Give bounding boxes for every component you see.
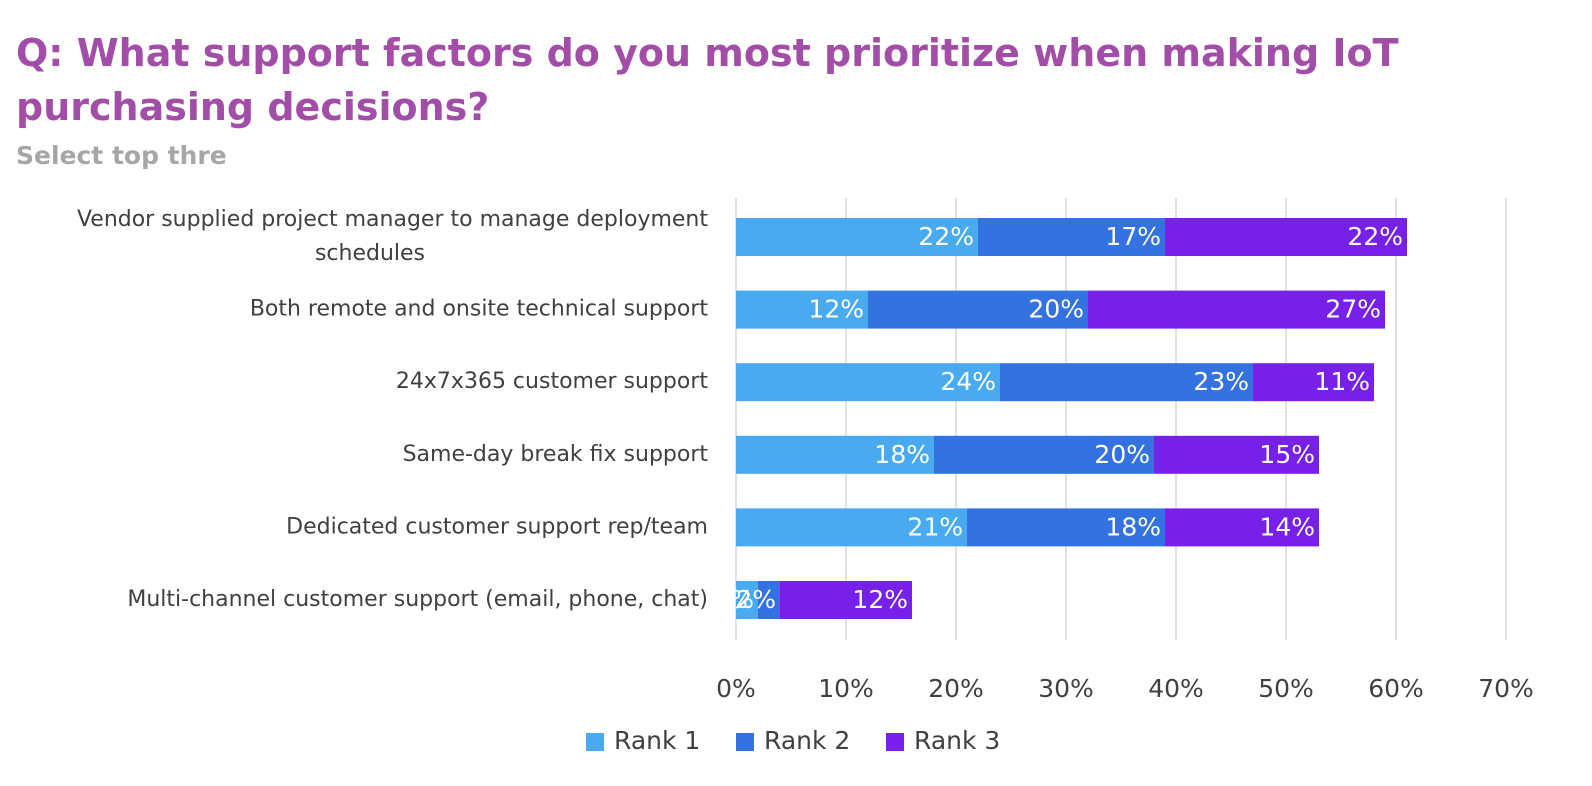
legend-swatch [886,733,904,751]
legend: Rank 1 Rank 2 Rank 3 [586,726,1000,755]
category-label: Both remote and onsite technical support [250,297,709,322]
x-tick-label: 60% [1368,674,1424,703]
data-label: 12% [808,295,864,324]
data-label: 20% [1028,295,1084,324]
x-axis-ticks: 0% 10% 20% 30% 40% 50% 60% 70% [716,674,1534,703]
x-tick-label: 0% [716,674,756,703]
legend-label: Rank 1 [614,726,700,755]
category-label: Multi-channel customer support (email, p… [127,587,708,612]
category-label-line: schedules [315,241,425,266]
category-labels: Vendor supplied project manager to manag… [77,207,708,612]
category-label: Same-day break fix support [403,442,709,467]
legend-swatch [736,733,754,751]
stacked-bar-chart: 22% 17% 22% 12% 20% 27% 24% 23% 11% 18% 20% 15% 21% 1… [0,0,1592,786]
category-label: Dedicated customer support rep/team [286,514,708,539]
data-label: 12% [852,585,908,614]
category-label-line: Vendor supplied project manager to manag… [77,207,708,232]
x-tick-label: 30% [1038,674,1094,703]
x-tick-label: 10% [818,674,874,703]
data-label: 2% [736,585,776,614]
data-label: 22% [1347,222,1403,251]
legend-label: Rank 2 [764,726,850,755]
bars: 22% 17% 22% 12% 20% 27% 24% 23% 11% 18% 20% 15% 21% 1… [714,218,1407,619]
data-label: 23% [1193,367,1249,396]
category-label: Vendor supplied project manager to manag… [77,207,708,266]
data-label: 21% [907,512,963,541]
data-label: 17% [1105,222,1161,251]
data-label: 27% [1325,295,1381,324]
x-tick-label: 70% [1478,674,1534,703]
data-label: 18% [1105,512,1161,541]
data-label: 18% [874,440,930,469]
category-label: 24x7x365 customer support [396,369,708,394]
data-label: 14% [1259,512,1315,541]
x-tick-label: 40% [1148,674,1204,703]
gridlines [736,198,1506,640]
data-label: 24% [940,367,996,396]
x-tick-label: 50% [1258,674,1314,703]
data-label: 22% [918,222,974,251]
data-label: 11% [1314,367,1370,396]
legend-swatch [586,733,604,751]
legend-label: Rank 3 [914,726,1000,755]
data-label: 20% [1094,440,1150,469]
x-tick-label: 20% [928,674,984,703]
data-label: 15% [1259,440,1315,469]
